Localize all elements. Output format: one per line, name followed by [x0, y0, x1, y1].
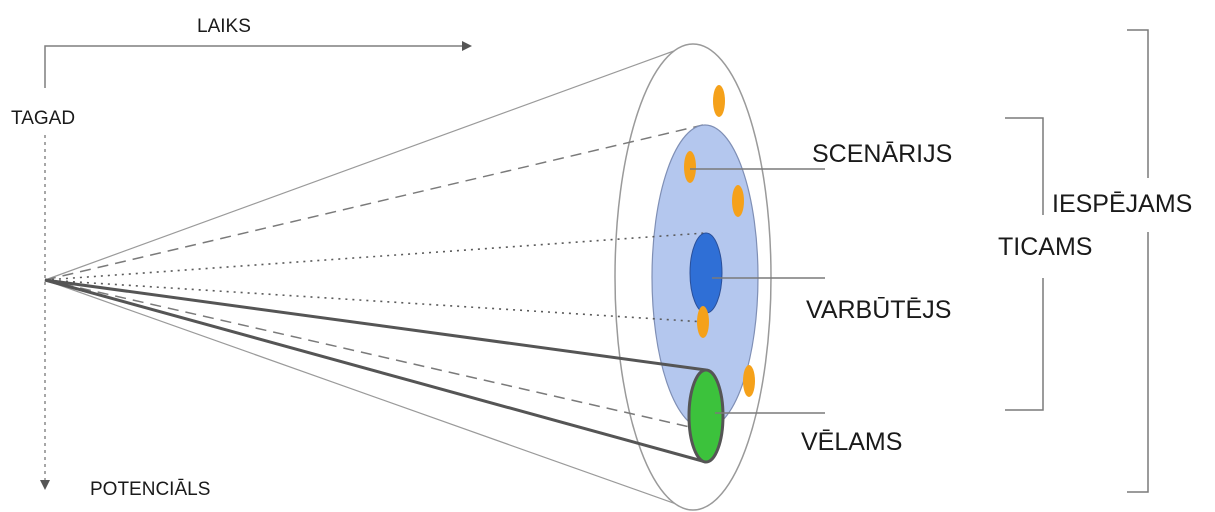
preferable-ellipse	[687, 368, 725, 464]
preferable-region	[44, 278, 725, 464]
possible-label: IESPĒJAMS	[1052, 190, 1192, 218]
scenario-dot	[743, 365, 755, 397]
scenario-dot	[713, 85, 725, 117]
time-axis	[44, 41, 472, 88]
scenario-dot	[732, 185, 744, 217]
scenario-dot	[684, 151, 696, 183]
potential-axis-label: POTENCIĀLS	[90, 479, 210, 500]
now-label: TAGAD	[11, 108, 75, 129]
possible-bracket	[1127, 29, 1149, 493]
scenario-label: SCENĀRIJS	[812, 140, 952, 168]
leader-lines	[690, 168, 825, 414]
plausible-label: TICAMS	[998, 233, 1092, 261]
time-axis-label: LAIKS	[197, 16, 251, 37]
preferable-label: VĒLAMS	[801, 428, 902, 456]
scenario-dots	[684, 85, 755, 397]
scenario-dot	[697, 306, 709, 338]
probable-ellipse	[689, 232, 723, 314]
plausible-bracket	[1005, 117, 1044, 411]
probable-label: VARBŪTĒJS	[806, 296, 951, 324]
